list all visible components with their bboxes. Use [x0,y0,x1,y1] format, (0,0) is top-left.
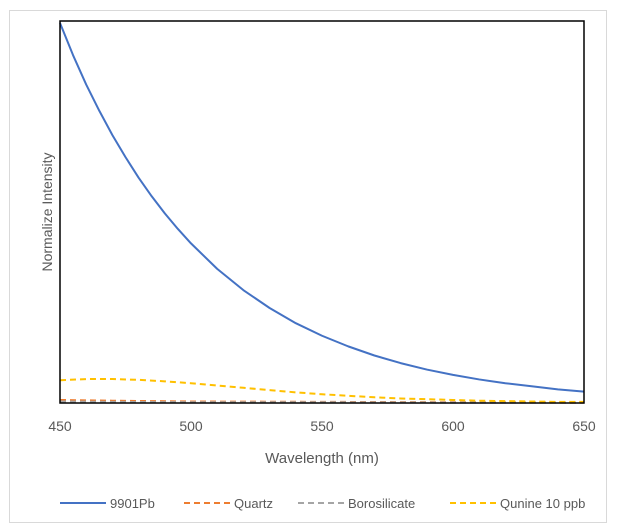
x-tick-label: 600 [441,418,465,434]
x-tick-label: 500 [179,418,203,434]
series-line-qunine-10-ppb [59,378,584,403]
legend-item: Borosilicate [298,496,415,511]
legend-label: Borosilicate [348,496,415,511]
plot-area-border [59,20,585,404]
legend-label: Quartz [234,496,273,511]
legend-label: Qunine 10 ppb [500,496,585,511]
x-tick-label: 550 [310,418,334,434]
y-axis-label: Normalize Intensity [39,152,55,271]
series-line-9901pb [59,22,585,393]
legend-item: 9901Pb [60,496,155,511]
chart-frame: 450 500 550 600 650 Wavelength (nm) Normaliz… [9,10,607,523]
legend-label: 9901Pb [110,496,155,511]
legend-item: Quartz [184,496,273,511]
legend-item: Qunine 10 ppb [450,496,585,511]
line-chart: 450 500 550 600 650 Wavelength (nm) Normaliz… [39,20,596,511]
x-axis-label: Wavelength (nm) [265,450,379,467]
x-tick-label: 650 [572,418,596,434]
x-tick-label: 450 [48,418,72,434]
